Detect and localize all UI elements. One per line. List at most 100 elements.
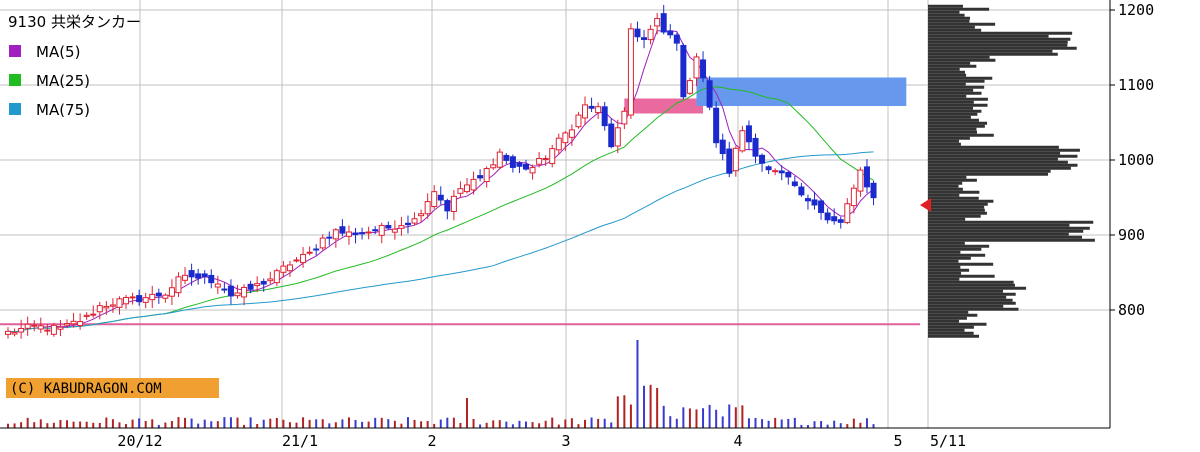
candle	[477, 169, 484, 182]
volume-bar	[413, 419, 416, 428]
candle-body	[463, 184, 470, 193]
volume-bar	[406, 417, 409, 428]
candle-body	[162, 294, 169, 299]
volume-bar	[741, 405, 744, 428]
candle	[208, 269, 215, 289]
profile-bar	[928, 205, 985, 209]
profile-bar	[928, 247, 982, 251]
profile-bar	[928, 295, 1007, 299]
candle	[359, 227, 366, 240]
profile-bar	[928, 46, 1077, 50]
candle	[726, 141, 733, 178]
candle	[123, 294, 130, 309]
candle	[719, 133, 726, 161]
candle	[667, 24, 674, 39]
candlesticks	[5, 4, 877, 339]
candle-body	[352, 232, 359, 236]
profile-bar	[928, 49, 1053, 53]
volume-bar	[131, 419, 134, 428]
candle-body	[37, 325, 44, 330]
candle	[260, 278, 267, 292]
volume-bar	[7, 423, 9, 428]
volume-bar	[125, 424, 128, 428]
candle	[116, 296, 123, 315]
volume-bar	[85, 421, 88, 428]
volume-bar	[243, 424, 246, 428]
volume-bar	[216, 421, 219, 428]
candle-body	[418, 213, 425, 217]
candle-body	[588, 105, 595, 109]
candle-body	[831, 216, 838, 222]
volume-bar	[354, 419, 357, 428]
profile-bar	[928, 151, 1061, 155]
candle-body	[385, 224, 392, 229]
profile-bar	[928, 190, 980, 194]
profile-bar	[928, 241, 965, 245]
candle	[785, 170, 792, 185]
candle	[772, 168, 779, 176]
candle-body	[345, 231, 352, 237]
volume-bar	[629, 404, 632, 428]
candle-body	[700, 59, 707, 79]
volume-bar	[498, 420, 501, 428]
candle-body	[241, 286, 248, 298]
candle-body	[129, 296, 136, 299]
profile-bar	[928, 22, 996, 26]
profile-bar	[928, 10, 960, 14]
profile-bar	[928, 214, 981, 218]
volume-bar	[321, 419, 324, 428]
volume-bar	[210, 421, 213, 428]
profile-bar	[928, 325, 974, 329]
candle-body	[673, 34, 680, 44]
candle	[37, 317, 44, 334]
volume-bar	[452, 417, 455, 428]
legend-label-ma75: MA(75)	[36, 101, 90, 119]
candle-body	[477, 175, 484, 179]
volume-bar	[715, 409, 718, 428]
candle-body	[654, 18, 661, 27]
candle	[273, 268, 280, 286]
profile-bar	[928, 91, 982, 95]
x-tick-label: 3	[561, 432, 570, 450]
candle	[857, 167, 864, 197]
candle-body	[739, 130, 746, 152]
candle	[352, 227, 359, 244]
volume-bar	[98, 422, 101, 428]
candle-body	[745, 125, 752, 143]
candle-body	[77, 321, 84, 327]
candle-body	[188, 270, 195, 278]
candle-body	[208, 274, 215, 284]
volume-bar	[485, 422, 488, 428]
candle-body	[857, 169, 864, 192]
volume-bar	[531, 422, 534, 428]
legend-label-ma5: MA(5)	[36, 43, 80, 61]
x-tick-label: 5/11	[930, 432, 966, 450]
candle	[549, 145, 556, 168]
candle	[870, 180, 877, 206]
profile-bar	[928, 202, 988, 206]
volume-bar	[170, 421, 173, 428]
volume-bar	[334, 422, 337, 428]
profile-bar	[928, 7, 990, 11]
candle-body	[752, 137, 759, 157]
volume-bar	[33, 422, 36, 428]
candle	[568, 124, 575, 146]
volume-bar	[367, 421, 370, 428]
candle-body	[24, 323, 31, 329]
candle-body	[195, 273, 202, 279]
copyright-background	[6, 378, 219, 398]
candle	[673, 32, 680, 51]
volume-bar	[564, 419, 567, 428]
candle-body	[378, 224, 385, 236]
volume-bar	[20, 422, 23, 428]
candle-body	[595, 106, 602, 114]
volume-bar	[249, 417, 252, 428]
profile-bar	[928, 112, 978, 116]
candle-body	[601, 106, 608, 127]
volume-bar	[872, 424, 875, 428]
candle	[752, 133, 759, 164]
volume-bar	[859, 422, 862, 428]
profile-bar	[928, 136, 970, 140]
candle	[431, 185, 438, 209]
candle	[286, 260, 293, 277]
